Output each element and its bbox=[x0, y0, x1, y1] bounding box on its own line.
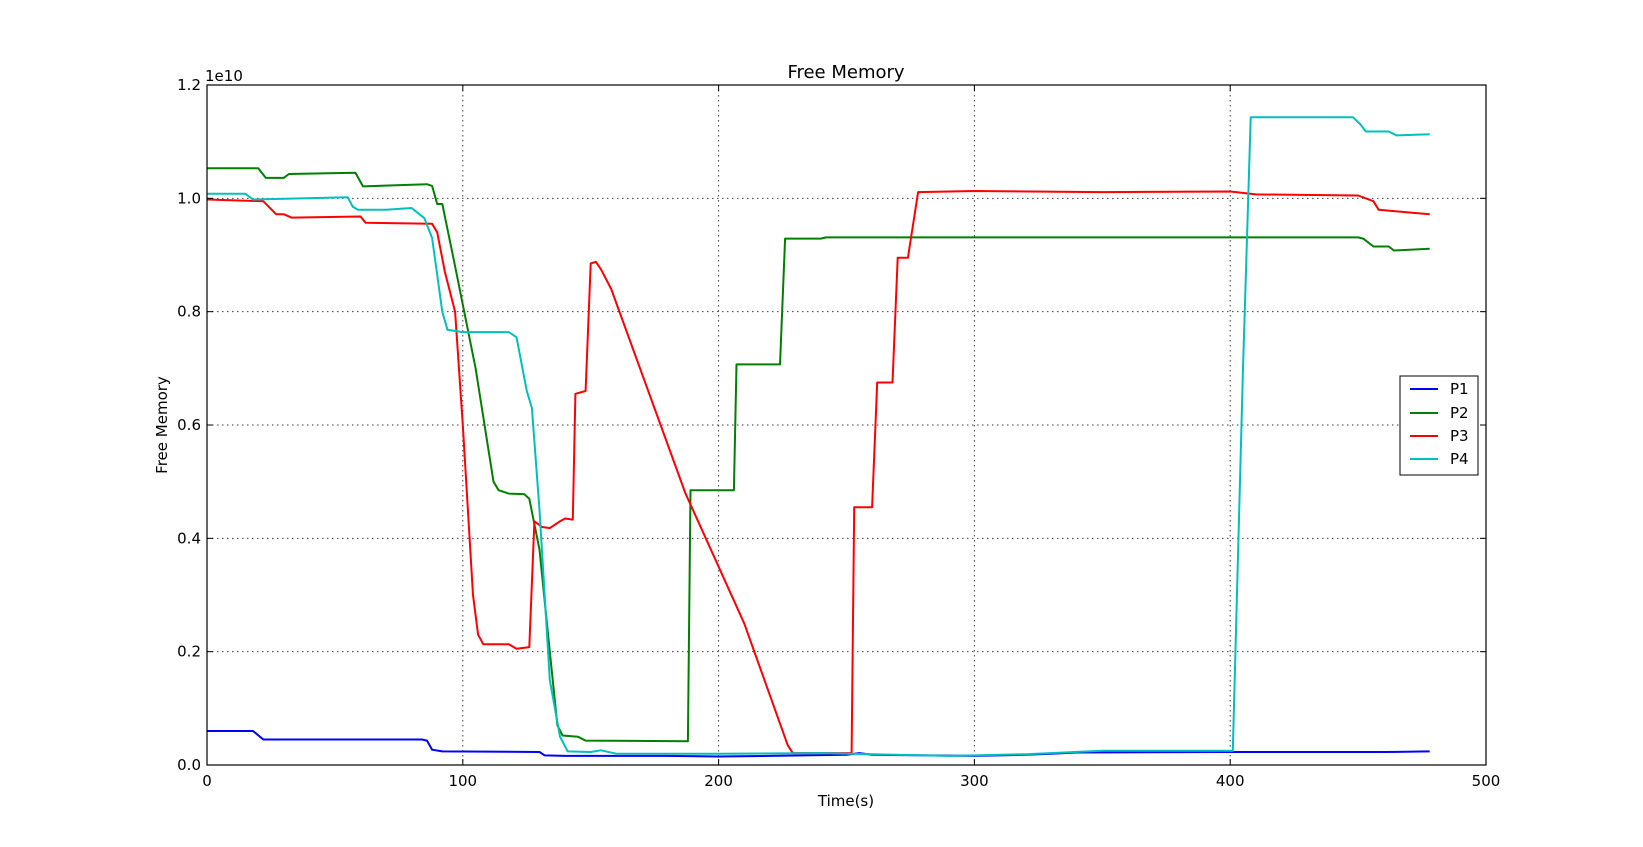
y-axis-title: Free Memory bbox=[153, 376, 171, 474]
x-tick-label: 400 bbox=[1216, 772, 1245, 790]
legend-label-p1: P1 bbox=[1450, 380, 1469, 398]
legend-label-p4: P4 bbox=[1450, 450, 1469, 468]
y-tick-label: 1.2 bbox=[177, 76, 201, 94]
x-tick-label: 100 bbox=[448, 772, 477, 790]
x-tick-label: 300 bbox=[960, 772, 989, 790]
y-tick-label: 0.0 bbox=[177, 756, 201, 774]
legend: P1 P2 P3 P4 bbox=[1399, 375, 1479, 476]
x-tick-label: 0 bbox=[202, 772, 212, 790]
x-tick-label: 500 bbox=[1472, 772, 1501, 790]
tick-labels: 0 100 200 300 400 500 0.0 0.2 0.4 0.6 0.8 1.0 1.2 bbox=[177, 76, 1500, 790]
y-tick-label: 0.4 bbox=[177, 529, 201, 547]
y-tick-label: 1.0 bbox=[177, 189, 201, 207]
y-tick-label: 0.2 bbox=[177, 643, 201, 661]
y-tick-label: 0.8 bbox=[177, 303, 201, 321]
chart-title: Free Memory bbox=[787, 62, 904, 83]
y-scale-label: 1e10 bbox=[205, 67, 243, 85]
y-tick-label: 0.6 bbox=[177, 416, 201, 434]
legend-label-p3: P3 bbox=[1450, 427, 1469, 445]
series-line-p4 bbox=[207, 116, 1430, 757]
series-line-p3 bbox=[206, 190, 1430, 755]
tick-marks bbox=[206, 84, 1487, 766]
legend-label-p2: P2 bbox=[1450, 404, 1469, 422]
x-axis-title: Time(s) bbox=[817, 792, 874, 810]
series-lines bbox=[206, 116, 1430, 758]
x-tick-label: 200 bbox=[704, 772, 733, 790]
